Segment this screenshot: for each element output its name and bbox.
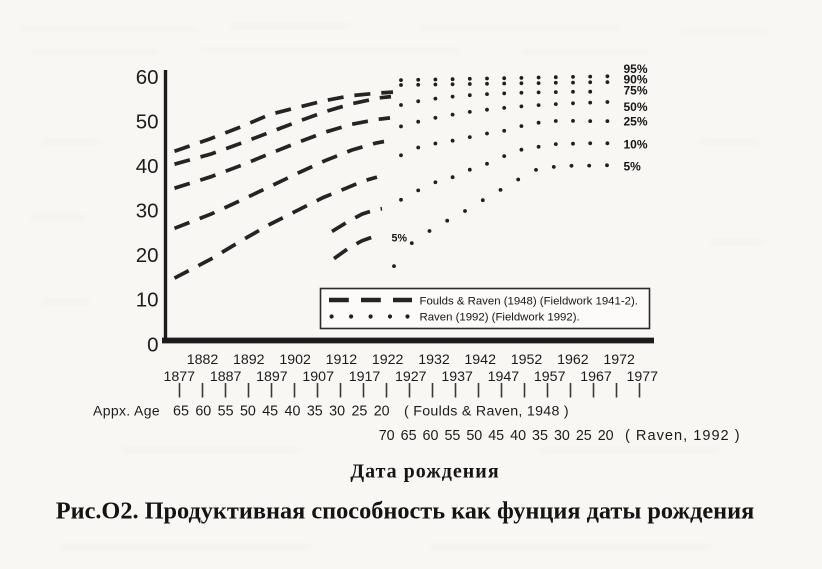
svg-text:0: 0: [147, 334, 158, 357]
svg-text:1902: 1902: [279, 352, 311, 368]
svg-text:1972: 1972: [603, 352, 635, 368]
svg-text:1892: 1892: [233, 352, 265, 368]
svg-text:35: 35: [532, 428, 548, 444]
svg-text:60: 60: [423, 428, 439, 444]
svg-text:1937: 1937: [441, 369, 473, 385]
svg-text:40: 40: [136, 155, 159, 178]
svg-text:( Foulds & Raven, 1948 ): ( Foulds & Raven, 1948 ): [404, 404, 569, 420]
svg-text:Дата рождения: Дата рождения: [350, 461, 499, 483]
svg-text:1922: 1922: [372, 352, 404, 368]
svg-text:1887: 1887: [210, 369, 242, 385]
svg-text:Foulds & Raven (1948) (Fieldwo: Foulds & Raven (1948) (Fieldwork 1941-2)…: [420, 296, 638, 308]
svg-text:Рис.О2. Продуктивная способнос: Рис.О2. Продуктивная способность как фун…: [56, 498, 755, 525]
svg-text:( Raven, 1992 ): ( Raven, 1992 ): [625, 428, 741, 444]
svg-text:30: 30: [329, 404, 345, 420]
svg-text:5%: 5%: [392, 233, 408, 245]
svg-text:10%: 10%: [624, 138, 648, 152]
svg-text:65: 65: [401, 428, 417, 444]
svg-text:95%: 95%: [624, 62, 648, 76]
svg-text:1882: 1882: [187, 352, 219, 368]
svg-text:50: 50: [136, 111, 159, 134]
svg-text:1952: 1952: [511, 352, 543, 368]
svg-text:45: 45: [262, 404, 278, 420]
svg-text:1917: 1917: [349, 369, 381, 385]
svg-text:40: 40: [285, 404, 301, 420]
svg-text:Raven (1992) (Fieldwork 1992).: Raven (1992) (Fieldwork 1992).: [420, 312, 580, 324]
svg-text:25: 25: [576, 428, 592, 444]
svg-text:25: 25: [351, 404, 367, 420]
svg-text:90%: 90%: [624, 73, 648, 87]
svg-text:1942: 1942: [464, 352, 496, 368]
svg-text:30: 30: [136, 200, 159, 223]
svg-text:45: 45: [488, 428, 504, 444]
svg-text:40: 40: [510, 428, 526, 444]
svg-text:1957: 1957: [534, 369, 566, 385]
svg-text:1932: 1932: [418, 352, 450, 368]
svg-text:1877: 1877: [164, 369, 196, 385]
svg-text:1962: 1962: [557, 352, 589, 368]
svg-text:60: 60: [136, 66, 159, 89]
svg-text:70: 70: [379, 428, 395, 444]
svg-text:1912: 1912: [326, 352, 358, 368]
svg-text:35: 35: [307, 404, 323, 420]
svg-text:10: 10: [136, 289, 159, 312]
svg-text:75%: 75%: [624, 84, 648, 98]
svg-text:5%: 5%: [624, 160, 642, 174]
svg-text:55: 55: [444, 428, 460, 444]
svg-text:Appx. Age: Appx. Age: [93, 403, 160, 419]
svg-text:1907: 1907: [302, 369, 334, 385]
svg-text:1967: 1967: [580, 369, 612, 385]
svg-text:1947: 1947: [488, 369, 520, 385]
svg-text:1897: 1897: [256, 369, 288, 385]
svg-text:65: 65: [173, 404, 189, 420]
svg-text:55: 55: [218, 404, 234, 420]
svg-text:25%: 25%: [624, 114, 648, 128]
svg-text:60: 60: [195, 404, 211, 420]
svg-text:30: 30: [554, 428, 570, 444]
svg-text:20: 20: [598, 428, 614, 444]
svg-text:50: 50: [240, 404, 256, 420]
svg-text:20: 20: [136, 244, 159, 267]
svg-text:50: 50: [466, 428, 482, 444]
svg-text:20: 20: [374, 404, 390, 420]
svg-text:1977: 1977: [627, 369, 659, 385]
svg-text:50%: 50%: [624, 100, 648, 114]
svg-text:1927: 1927: [395, 369, 427, 385]
